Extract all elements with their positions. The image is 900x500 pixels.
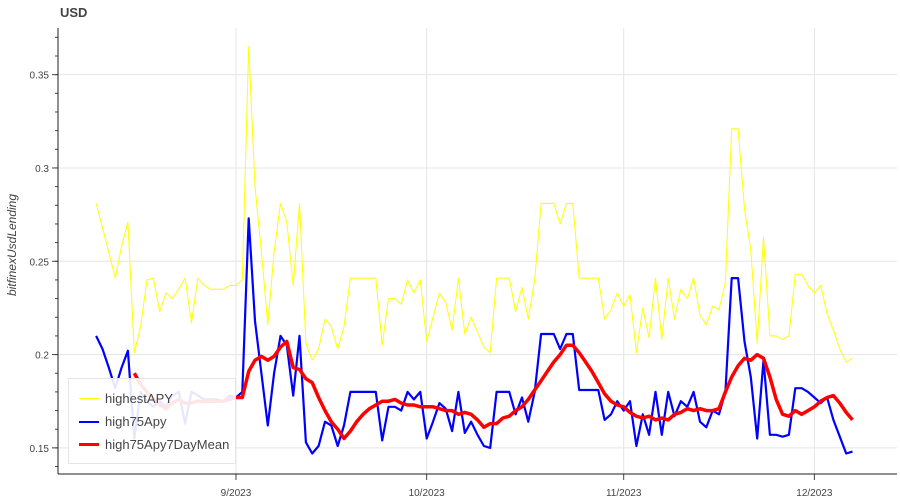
series-highestAPY — [95, 46, 853, 363]
x-tick-label: 11/2023 — [606, 488, 642, 499]
legend-item-high75Apy7DayMean[interactable]: high75Apy7DayMean — [79, 437, 229, 452]
y-tick-label: 0.3 — [35, 164, 49, 175]
series-line-high75Apy7DayMean — [132, 339, 854, 441]
x-tick-label: 10/2023 — [409, 488, 446, 499]
y-tick-label: 0.25 — [30, 257, 50, 268]
y-tick-label: 0.35 — [30, 71, 50, 82]
x-tick-label: 9/2023 — [221, 488, 252, 499]
chart-title: USD — [60, 5, 88, 20]
series-line-highestAPY — [95, 46, 853, 363]
legend-item-high75Apy[interactable]: high75Apy — [79, 414, 166, 429]
legend-label: high75Apy7DayMean — [105, 437, 230, 452]
y-tick-label: 0.2 — [35, 351, 49, 362]
y-axis-label: bitfinexUsdLending — [5, 193, 19, 297]
axes: 0.15 0.2 0.25 0.3 0.35 9/2023 10/2023 11/2023 12… — [30, 28, 897, 499]
x-tick-label: 12/2023 — [796, 488, 833, 499]
legend-swatch-red — [79, 443, 99, 446]
y-tick-label: 0.15 — [30, 444, 50, 455]
legend: highestAPY high75Apy high75Apy7DayMean — [68, 378, 236, 464]
legend-label: high75Apy — [105, 414, 167, 429]
legend-item-highestAPY[interactable]: highestAPY — [79, 391, 173, 406]
grid-lines — [58, 28, 897, 474]
legend-label: highestAPY — [105, 391, 173, 406]
legend-swatch-blue — [79, 420, 99, 423]
legend-swatch-yellow — [79, 398, 99, 399]
